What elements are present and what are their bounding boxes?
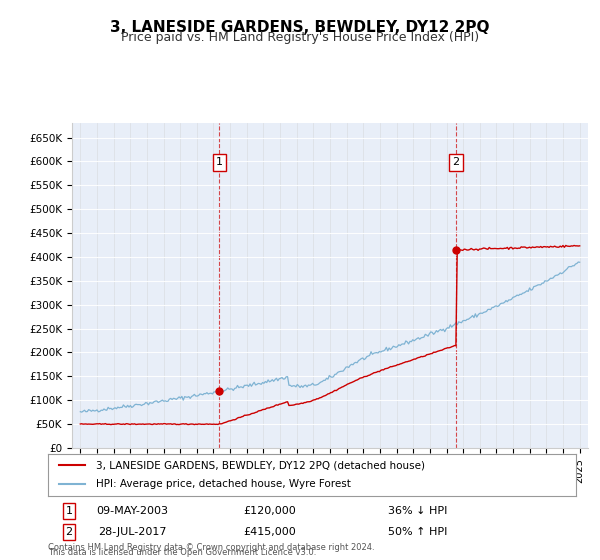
Text: £415,000: £415,000 <box>244 527 296 537</box>
Text: 28-JUL-2017: 28-JUL-2017 <box>98 527 167 537</box>
Text: 2: 2 <box>65 527 73 537</box>
Text: 1: 1 <box>65 506 73 516</box>
Text: Contains HM Land Registry data © Crown copyright and database right 2024.: Contains HM Land Registry data © Crown c… <box>48 543 374 552</box>
Text: This data is licensed under the Open Government Licence v3.0.: This data is licensed under the Open Gov… <box>48 548 316 557</box>
Text: 36% ↓ HPI: 36% ↓ HPI <box>388 506 447 516</box>
Text: 50% ↑ HPI: 50% ↑ HPI <box>388 527 447 537</box>
Text: 09-MAY-2003: 09-MAY-2003 <box>97 506 169 516</box>
Text: 2: 2 <box>452 157 460 167</box>
Text: 3, LANESIDE GARDENS, BEWDLEY, DY12 2PQ: 3, LANESIDE GARDENS, BEWDLEY, DY12 2PQ <box>110 20 490 35</box>
Text: Price paid vs. HM Land Registry's House Price Index (HPI): Price paid vs. HM Land Registry's House … <box>121 31 479 44</box>
Text: 1: 1 <box>216 157 223 167</box>
Text: 3, LANESIDE GARDENS, BEWDLEY, DY12 2PQ (detached house): 3, LANESIDE GARDENS, BEWDLEY, DY12 2PQ (… <box>95 460 425 470</box>
Text: £120,000: £120,000 <box>244 506 296 516</box>
Text: HPI: Average price, detached house, Wyre Forest: HPI: Average price, detached house, Wyre… <box>95 479 350 489</box>
